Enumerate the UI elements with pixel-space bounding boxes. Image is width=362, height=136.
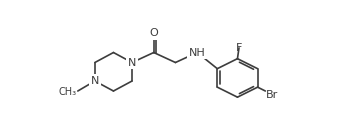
Text: Br: Br: [265, 90, 278, 100]
Text: N: N: [128, 58, 136, 67]
Text: NH: NH: [189, 47, 206, 58]
Text: F: F: [236, 43, 242, 53]
Text: N: N: [90, 76, 99, 86]
Text: CH₃: CH₃: [58, 87, 76, 97]
Text: O: O: [150, 28, 158, 38]
